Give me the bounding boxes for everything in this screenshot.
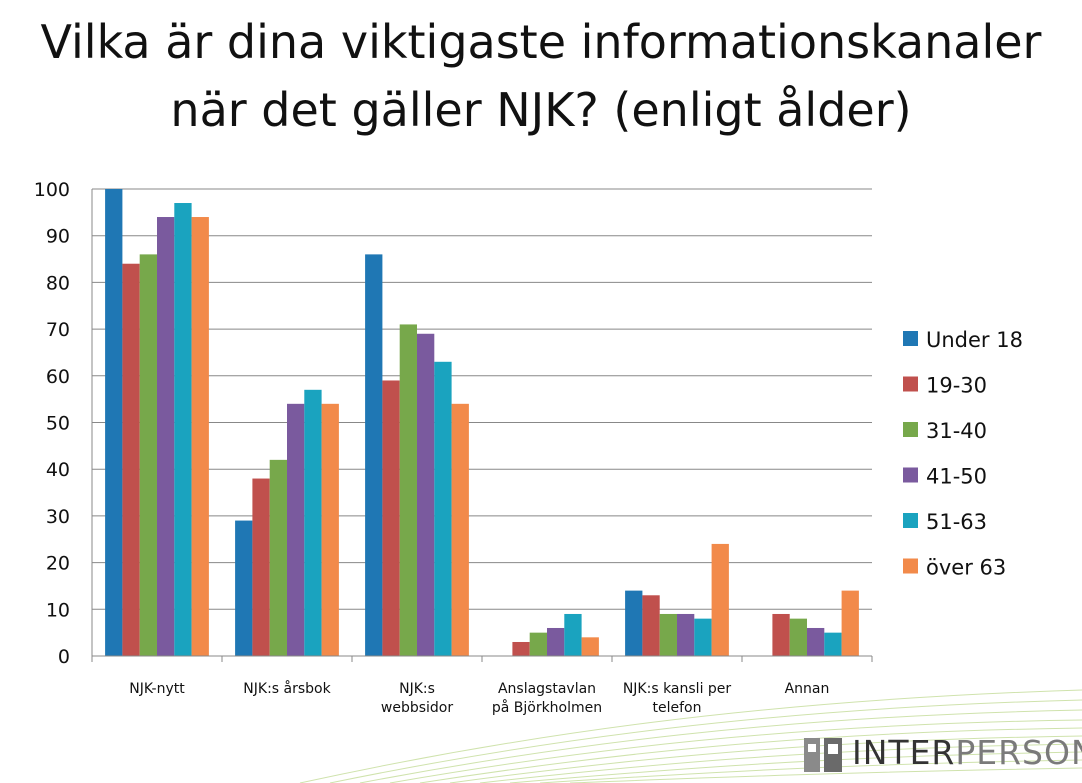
bar: [139, 254, 157, 656]
bar: [824, 632, 842, 656]
bar: [807, 627, 825, 656]
legend-swatch: [903, 558, 918, 574]
brand-logo: INTERPERSONA: [800, 730, 1082, 776]
bar: [122, 263, 140, 656]
bar: [711, 543, 729, 656]
logo-mark-icon: [804, 738, 842, 772]
y-tick-label: 100: [34, 179, 70, 201]
x-tick-label: NJK:s: [399, 681, 435, 697]
bar: [677, 613, 695, 656]
bar: [529, 632, 547, 656]
bar: [512, 641, 530, 656]
x-tick-label: NJK:s årsbok: [243, 680, 331, 697]
y-tick-label: 30: [46, 506, 70, 528]
y-axis: 0 10 20 30 40 50 60 70 80 90 100: [34, 179, 93, 668]
legend-label: 19-30: [926, 374, 987, 398]
bar: [841, 590, 859, 656]
legend-label: Under 18: [926, 328, 1023, 352]
bar: [382, 380, 400, 656]
legend-swatch: [903, 331, 918, 346]
x-tick-label: telefon: [653, 700, 702, 716]
bar: [434, 361, 452, 656]
legend-item: 19-30: [903, 374, 987, 398]
y-tick-label: 0: [58, 646, 70, 668]
x-tick-label: NJK:s kansli per: [623, 681, 732, 697]
bar: [304, 389, 322, 656]
x-tick-label: Anslagstavlan: [498, 681, 596, 697]
y-tick-label: 40: [46, 459, 70, 481]
grid-lines: [92, 188, 872, 610]
bar: [772, 613, 790, 656]
legend-swatch: [903, 513, 918, 528]
x-tick-label: på Björkholmen: [492, 699, 602, 716]
bar: [564, 613, 582, 656]
x-tick-label: Annan: [785, 681, 830, 697]
brand-name-part1: INTER: [852, 733, 956, 772]
y-tick-label: 50: [46, 413, 70, 435]
chart-title: Vilka är dina viktigaste informationskan…: [0, 8, 1082, 144]
bar: [581, 637, 599, 656]
legend-item: över 63: [903, 556, 1006, 580]
title-line-2: när det gäller NJK? (enligt ålder): [170, 83, 912, 137]
legend-label: 51-63: [926, 510, 987, 534]
legend: Under 18 19-30 31-40 41-50 51-63 över 63: [903, 328, 1023, 580]
brand-name-part2: PERSONA: [955, 733, 1082, 772]
y-tick-label: 60: [46, 366, 70, 388]
y-tick-label: 70: [46, 319, 70, 341]
bar: [659, 613, 677, 656]
title-line-1: Vilka är dina viktigaste informationskan…: [40, 15, 1042, 69]
bar: [417, 333, 435, 656]
legend-label: över 63: [926, 556, 1006, 580]
bar: [789, 618, 807, 656]
legend-item: 41-50: [903, 465, 987, 489]
y-tick-label: 20: [46, 553, 70, 575]
bar: [191, 217, 209, 656]
bar: [235, 520, 253, 656]
brand-name: INTERPERSONA: [852, 732, 1082, 774]
bars: [105, 189, 859, 656]
bar: [365, 254, 383, 656]
legend-label: 41-50: [926, 465, 987, 489]
bar: [174, 203, 192, 656]
bar: [451, 403, 469, 656]
bar: [321, 403, 339, 656]
legend-swatch: [903, 376, 918, 392]
bar: [269, 459, 287, 656]
bar: [625, 590, 643, 656]
x-axis: NJK-nytt NJK:s årsbok NJK:s webbsidor Anslag…: [91, 655, 873, 716]
x-tick-label: webbsidor: [381, 700, 453, 716]
legend-swatch: [903, 467, 918, 483]
bar: [287, 403, 305, 656]
bar: [694, 618, 712, 656]
y-tick-label: 80: [46, 272, 70, 294]
bar: [399, 324, 417, 656]
bar: [642, 595, 660, 656]
bar: [252, 478, 270, 656]
bar: [157, 217, 175, 656]
x-tick-label: NJK-nytt: [129, 681, 185, 697]
legend-item: 31-40: [903, 419, 987, 443]
y-tick-label: 90: [46, 226, 70, 248]
legend-swatch: [903, 422, 918, 437]
bar: [547, 627, 565, 656]
y-tick-label: 10: [46, 599, 70, 621]
legend-item: Under 18: [903, 328, 1023, 352]
legend-item: 51-63: [903, 510, 987, 534]
bar: [105, 189, 123, 656]
legend-label: 31-40: [926, 419, 987, 443]
